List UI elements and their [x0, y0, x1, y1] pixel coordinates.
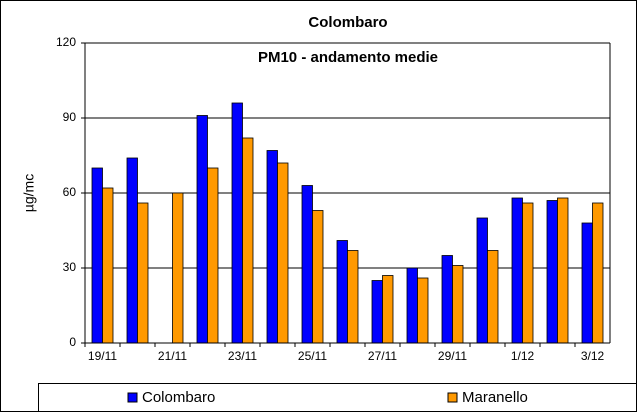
bar — [196, 115, 208, 344]
bar — [347, 250, 359, 344]
bar — [441, 255, 453, 344]
legend-swatch — [127, 392, 138, 403]
legend-swatch — [447, 392, 458, 403]
bar — [371, 280, 383, 344]
legend-label: Maranello — [462, 389, 528, 406]
legend-label: Colombaro — [142, 389, 215, 406]
bar — [172, 192, 184, 344]
x-tick-label: 1/12 — [511, 349, 535, 363]
bar — [452, 265, 464, 344]
bar — [266, 150, 278, 344]
bar — [91, 167, 103, 344]
x-tick-label: 27/11 — [368, 349, 397, 363]
y-tick-label: 0 — [69, 335, 76, 349]
chart-title: Colombaro — [308, 14, 387, 31]
bar — [242, 137, 254, 344]
bar — [207, 167, 219, 344]
bar — [312, 210, 324, 344]
bar — [102, 187, 114, 344]
x-tick-label: 3/12 — [581, 349, 605, 363]
bar — [406, 267, 418, 344]
bar — [546, 200, 558, 344]
bar — [126, 157, 138, 344]
y-tick-label: 120 — [56, 35, 76, 49]
chart-subtitle: PM10 - andamento medie — [258, 49, 438, 66]
legend-box — [38, 383, 637, 412]
x-tick-label: 23/11 — [228, 349, 257, 363]
x-tick-label: 21/11 — [158, 349, 187, 363]
y-tick-label: 90 — [63, 110, 77, 124]
x-tick-label: 25/11 — [298, 349, 327, 363]
bar — [557, 197, 569, 344]
bar — [336, 240, 348, 344]
bar — [581, 222, 593, 344]
bar — [382, 275, 394, 344]
bar — [277, 162, 289, 344]
y-tick-label: 30 — [63, 260, 77, 274]
y-tick-label: 60 — [63, 185, 77, 199]
bar — [301, 185, 313, 344]
bar — [476, 217, 488, 344]
x-tick-label: 19/11 — [88, 349, 117, 363]
bar — [137, 202, 149, 344]
bar — [487, 250, 499, 344]
y-axis-label: µg/mc — [21, 174, 37, 212]
bar — [592, 202, 604, 344]
x-tick-label: 29/11 — [438, 349, 467, 363]
bar — [511, 197, 523, 344]
bar — [522, 202, 534, 344]
bar — [231, 102, 243, 344]
bar — [417, 277, 429, 344]
